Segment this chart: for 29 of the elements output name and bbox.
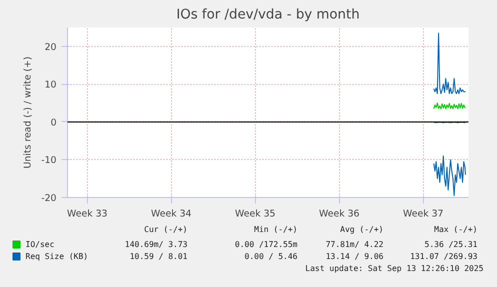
text: 10.59 / 8.01: [130, 252, 188, 261]
y-tick-label: 10: [44, 80, 57, 91]
y-tick-label: 20: [44, 42, 57, 53]
line-series: [433, 32, 466, 94]
x-tick-label: Week 33: [67, 208, 108, 220]
text: Cur (-/+): [144, 225, 188, 234]
chart-title: IOs for /dev/vda - by month: [176, 8, 360, 22]
x-tick-label: Week 37: [403, 208, 444, 220]
text: Last update: Sat Sep 13 12:26:10 2025: [305, 264, 484, 273]
text: 131.07 /269.93: [410, 252, 478, 261]
line-series: [433, 155, 466, 196]
text: 5.36 /25.31: [424, 240, 478, 249]
x-tick-label: Week 36: [319, 208, 360, 220]
text: Avg (-/+): [340, 225, 384, 234]
y-axis-title: Units read (-) / write (+): [22, 56, 34, 169]
x-tick-label: Week 35: [235, 208, 276, 220]
text: 13.14 / 9.06: [326, 252, 384, 261]
text: 0.00 / 5.46: [244, 252, 298, 261]
y-tick-label: 0: [50, 117, 57, 128]
text: 77.81m/ 4.22: [326, 240, 384, 249]
text: 140.69m/ 3.73: [124, 240, 188, 249]
text: Max (-/+): [434, 225, 478, 234]
text: Min (-/+): [254, 225, 298, 234]
legend-label: IO/sec: [26, 240, 55, 249]
x-tick-label: Week 34: [151, 208, 192, 220]
y-tick-label: -20: [41, 193, 57, 204]
text: 0.00 /172.55m: [234, 240, 298, 249]
y-tick-label: -10: [41, 155, 57, 166]
legend-label: Req Size (KB): [26, 252, 88, 261]
